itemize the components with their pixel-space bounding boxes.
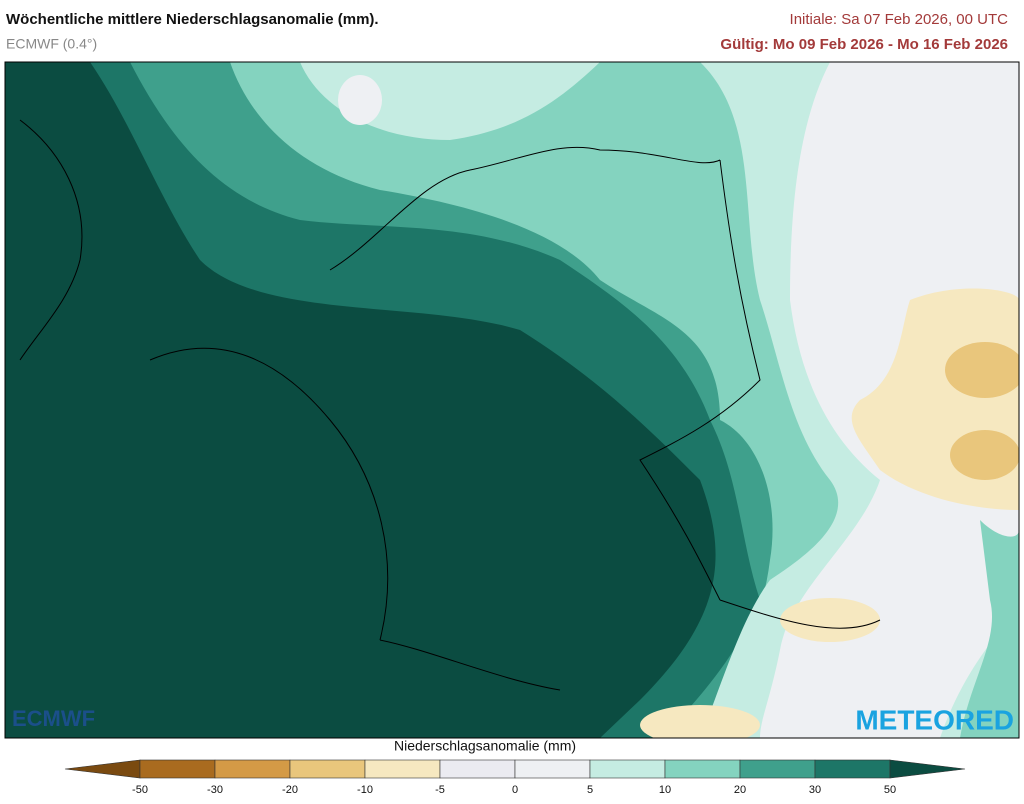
colorbar-tick-label: 20 (734, 784, 746, 796)
colorbar-tick-label: 5 (587, 784, 593, 796)
colorbar-bin (664, 759, 741, 779)
colorbar-tick-label: -5 (435, 784, 445, 796)
colorbar-bin (289, 759, 366, 779)
colorbar-bin (439, 759, 516, 779)
map (4, 61, 1020, 739)
colorbar-tick-label: 30 (809, 784, 821, 796)
initial-time: Initiale: Sa 07 Feb 2026, 00 UTC (790, 11, 1009, 28)
colorbar-bin (214, 759, 291, 779)
colorbar-arrow-low (64, 759, 141, 779)
colorbar-bin (139, 759, 216, 779)
colorbar-tick-label: -20 (282, 784, 298, 796)
colorbar-bin (364, 759, 441, 779)
ecmwf-logo: ECMWF (12, 706, 95, 731)
colorbar-arrow-high (889, 759, 966, 779)
colorbar-tick-label: -50 (132, 784, 148, 796)
colorbar-tick-label: 0 (512, 784, 518, 796)
title: Wöchentliche mittlere Niederschlagsanoma… (6, 11, 379, 28)
colorbar-bin (589, 759, 666, 779)
colorbar-tick-label: 50 (884, 784, 896, 796)
valid-time: Gültig: Mo 09 Feb 2026 - Mo 16 Feb 2026 (720, 36, 1008, 53)
subtitle: ECMWF (0.4°) (6, 36, 97, 52)
colorbar-tick-label: -10 (357, 784, 373, 796)
colorbar-tick-label: -30 (207, 784, 223, 796)
colorbar-bin (739, 759, 816, 779)
colorbar-bin (814, 759, 891, 779)
colorbar-bin (514, 759, 591, 779)
meteored-logo: METEORED (855, 704, 1014, 735)
colorbar-tick-label: 10 (659, 784, 671, 796)
colorbar: -50 -30 -20 -10 -5 0 5 10 20 30 50 (64, 759, 966, 796)
legend-title: Niederschlagsanomalie (mm) (394, 738, 576, 754)
